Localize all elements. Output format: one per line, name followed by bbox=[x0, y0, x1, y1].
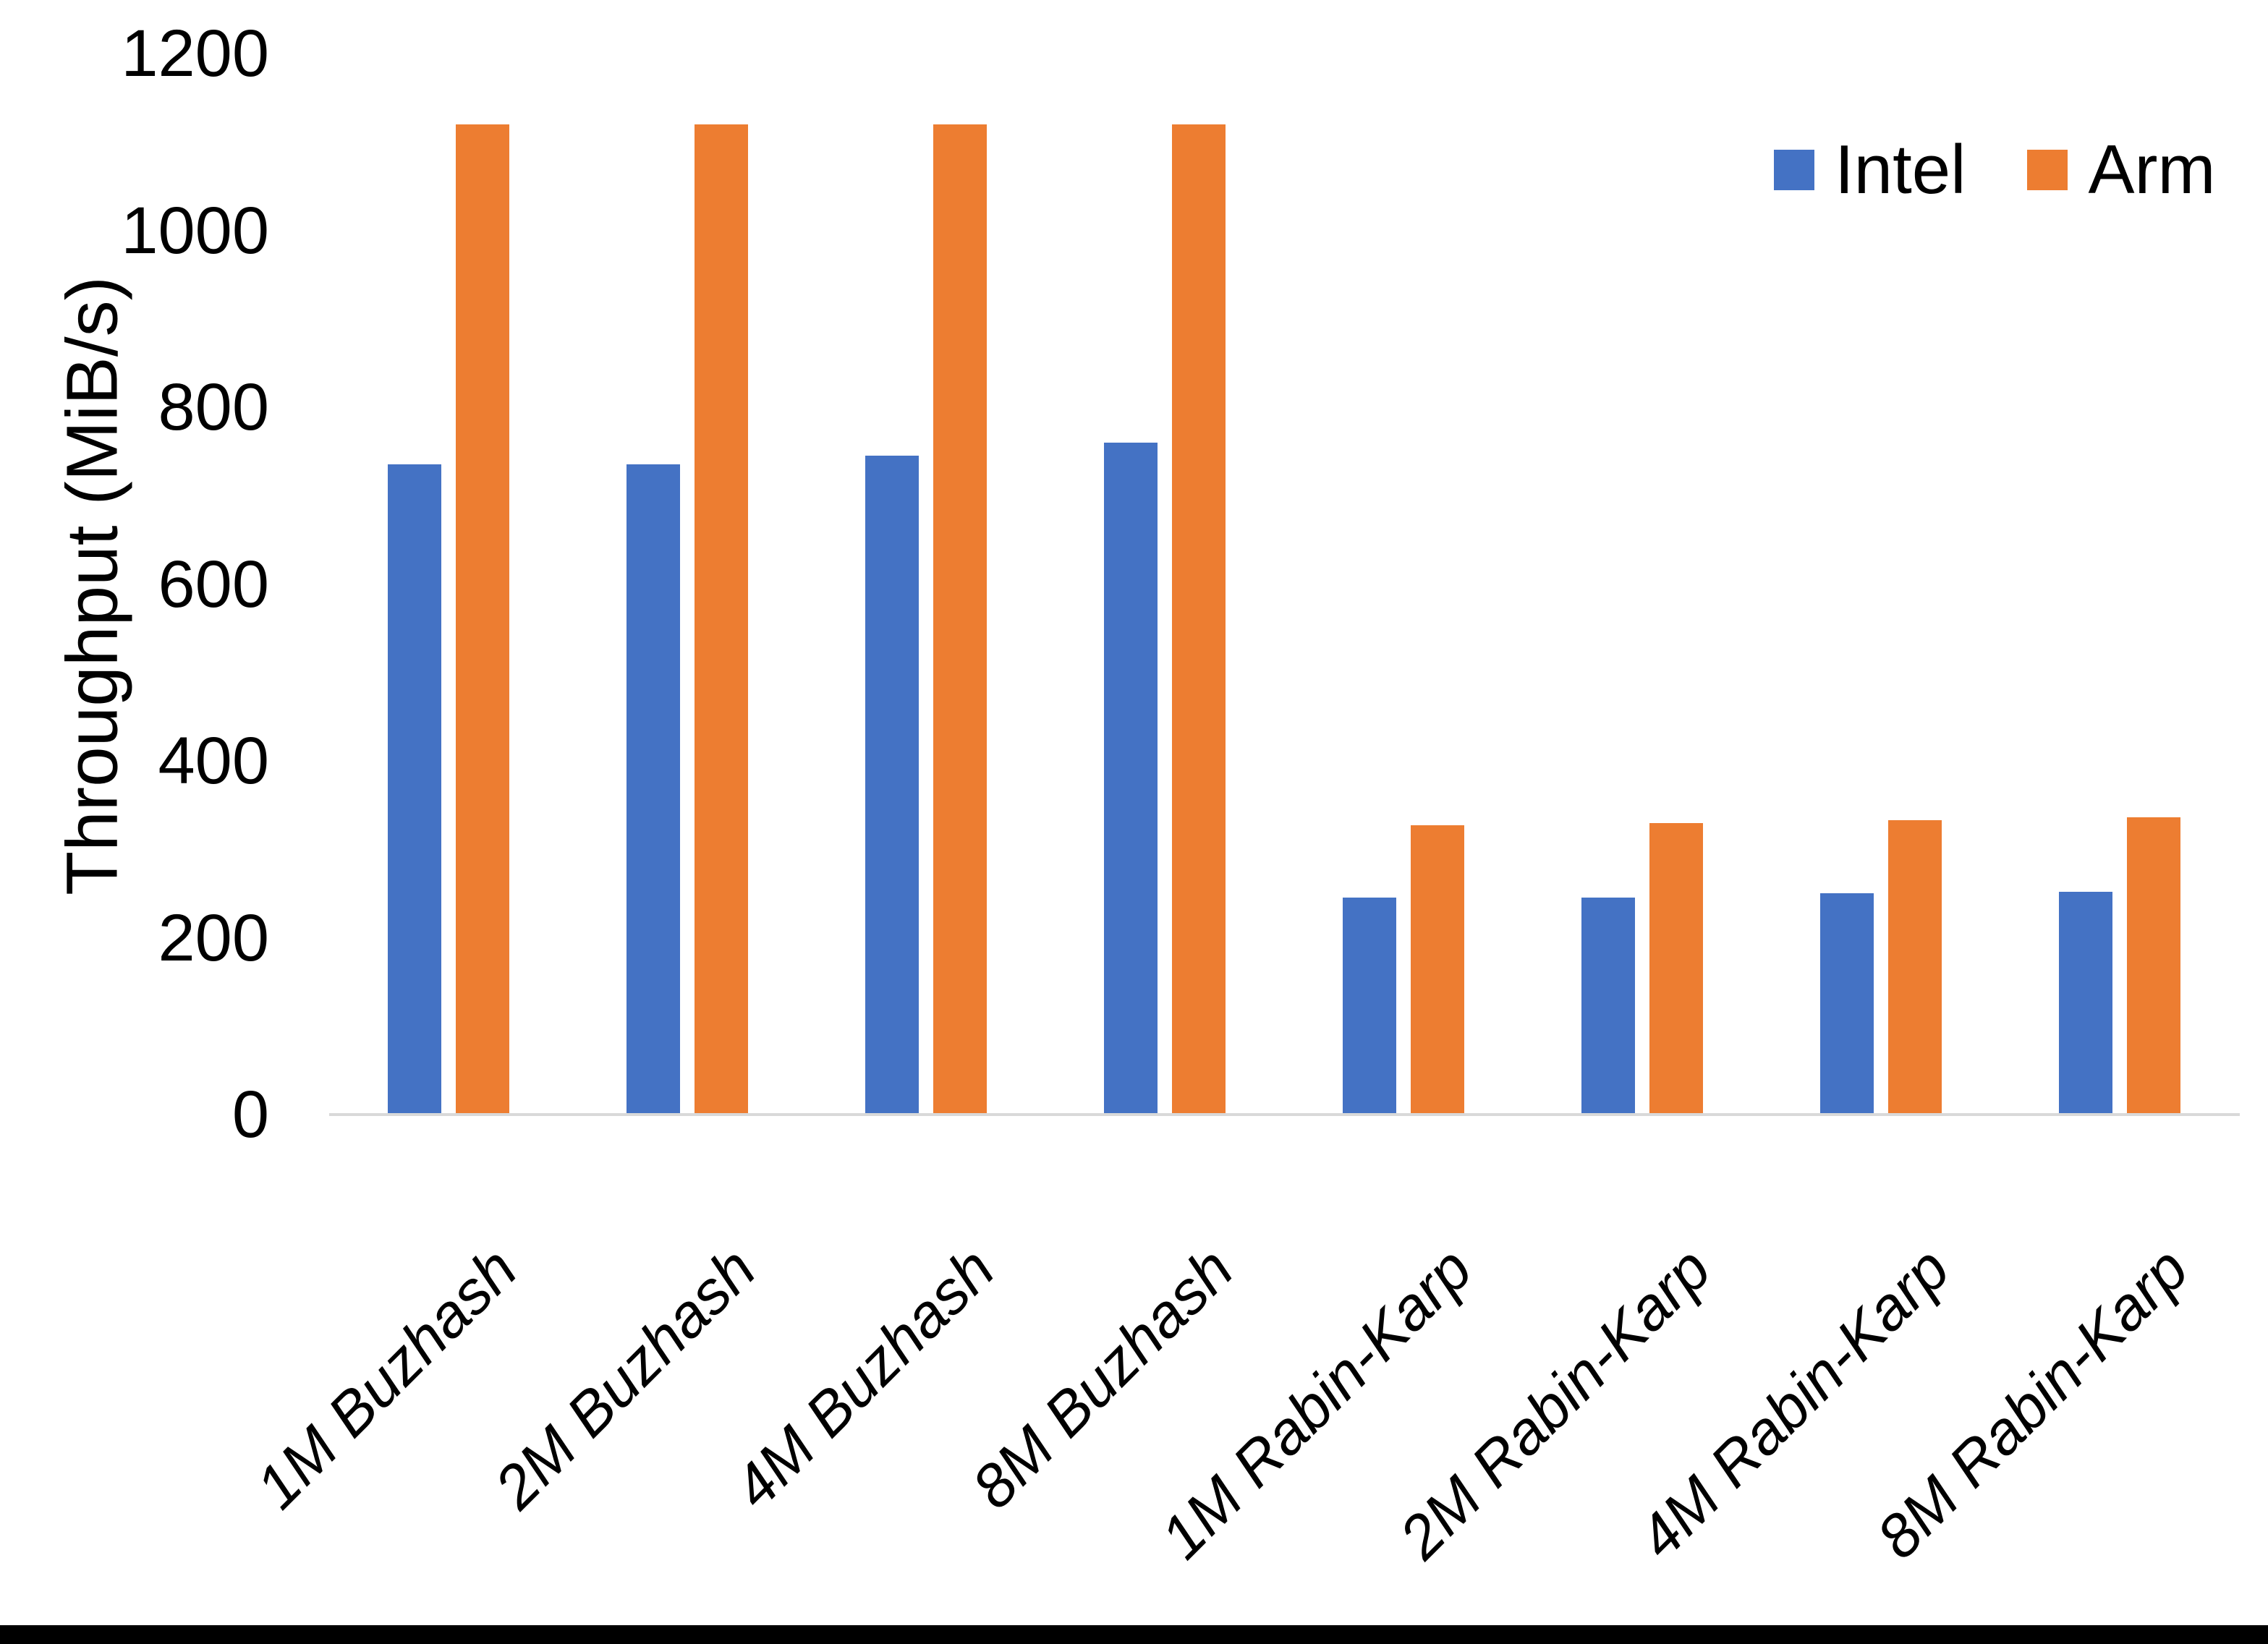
x-axis-line bbox=[329, 1113, 2240, 1116]
bar-intel-1m-rabin-karp bbox=[1343, 898, 1396, 1115]
bar-intel-4m-rabin-karp bbox=[1820, 893, 1874, 1115]
bar-intel-2m-rabin-karp bbox=[1581, 898, 1635, 1115]
bar-intel-8m-buzhash bbox=[1104, 442, 1158, 1115]
legend-label-arm: Arm bbox=[2088, 131, 2216, 208]
y-tick-label-800: 800 bbox=[158, 370, 270, 444]
bar-intel-1m-buzhash bbox=[388, 464, 441, 1115]
y-tick-label-0: 0 bbox=[232, 1078, 269, 1151]
legend-swatch-intel-icon bbox=[1774, 150, 1814, 190]
legend-item-intel: Intel bbox=[1774, 130, 1966, 210]
bar-arm-1m-rabin-karp bbox=[1411, 825, 1464, 1115]
y-tick-label-200: 200 bbox=[158, 900, 270, 975]
bar-arm-2m-buzhash bbox=[695, 124, 748, 1115]
bar-arm-1m-buzhash bbox=[456, 124, 509, 1115]
bar-intel-8m-rabin-karp bbox=[2059, 891, 2112, 1115]
y-tick-label-1000: 1000 bbox=[121, 193, 269, 268]
legend-label-intel: Intel bbox=[1835, 131, 1966, 208]
legend: Intel Arm bbox=[1774, 130, 2215, 210]
y-tick-label-600: 600 bbox=[158, 547, 270, 621]
bar-arm-8m-buzhash bbox=[1172, 124, 1226, 1115]
bar-arm-4m-rabin-karp bbox=[1888, 819, 1942, 1115]
bar-arm-2m-rabin-karp bbox=[1649, 822, 1703, 1115]
bottom-border bbox=[0, 1625, 2268, 1644]
bar-intel-2m-buzhash bbox=[627, 464, 680, 1115]
bar-arm-8m-rabin-karp bbox=[2127, 817, 2180, 1115]
y-tick-label-400: 400 bbox=[158, 724, 270, 798]
legend-swatch-arm-icon bbox=[2027, 150, 2068, 190]
bar-intel-4m-buzhash bbox=[865, 456, 919, 1115]
legend-item-arm: Arm bbox=[2027, 130, 2215, 210]
bar-arm-4m-buzhash bbox=[933, 124, 987, 1115]
y-tick-label-1200: 1200 bbox=[121, 17, 269, 90]
